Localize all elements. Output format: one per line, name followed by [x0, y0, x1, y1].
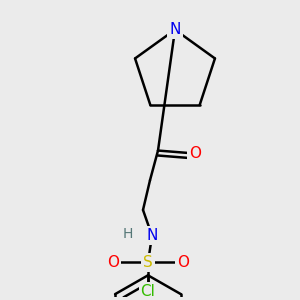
Text: Cl: Cl	[141, 284, 155, 299]
Text: H: H	[123, 227, 133, 241]
Text: O: O	[107, 255, 119, 270]
Text: S: S	[143, 255, 153, 270]
Text: N: N	[146, 228, 158, 243]
Text: O: O	[189, 146, 201, 161]
Text: O: O	[177, 255, 189, 270]
Text: N: N	[169, 22, 181, 37]
